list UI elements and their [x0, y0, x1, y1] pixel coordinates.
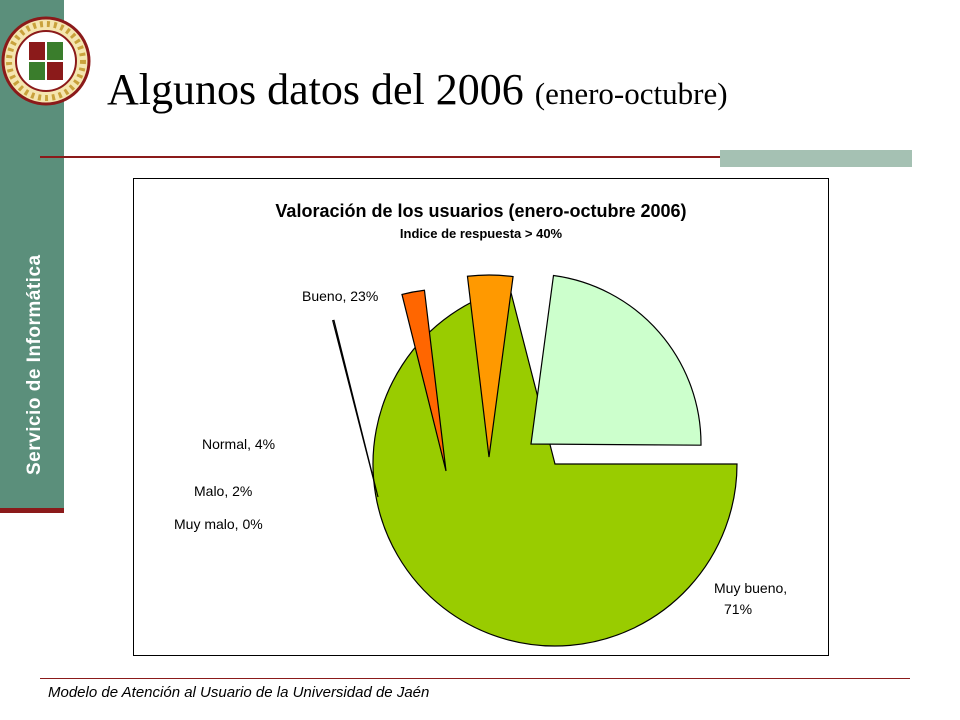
chart-title: Valoración de los usuarios (enero-octubr…	[275, 201, 686, 221]
slice-label-bueno: Bueno, 23%	[302, 288, 378, 304]
slide-title-main: Algunos datos del 2006	[107, 65, 524, 114]
chart-subtitle: Indice de respuesta > 40%	[400, 226, 563, 241]
slice-label-muy-bueno: 71%	[724, 601, 752, 617]
slice-label-normal: Normal, 4%	[202, 436, 275, 452]
university-seal-logo	[1, 16, 91, 106]
footer-divider	[40, 678, 910, 679]
title-accent-bar	[720, 150, 912, 167]
sidebar-label: Servicio de Informática	[24, 254, 45, 475]
pie-slice-normal	[466, 274, 514, 458]
slide-title: Algunos datos del 2006 (enero-octubre)	[107, 64, 728, 115]
slide-title-sub: (enero-octubre)	[534, 76, 728, 111]
pie-slice-muy-malo	[332, 319, 379, 498]
slice-label-muy-malo: Muy malo, 0%	[174, 516, 263, 532]
pie-chart: Valoración de los usuarios (enero-octubr…	[174, 201, 787, 647]
sidebar-bottom-stripe	[0, 508, 64, 513]
pie-slice-malo	[401, 289, 447, 472]
slice-label-muy-bueno: Muy bueno,	[714, 580, 787, 596]
slice-label-malo: Malo, 2%	[194, 483, 252, 499]
chart-frame: Valoración de los usuarios (enero-octubr…	[133, 178, 829, 656]
pie-slice-bueno	[530, 274, 702, 446]
title-divider	[40, 156, 912, 158]
pie-slice-muy-bueno	[372, 286, 738, 647]
footer-text: Modelo de Atención al Usuario de la Univ…	[48, 684, 430, 701]
